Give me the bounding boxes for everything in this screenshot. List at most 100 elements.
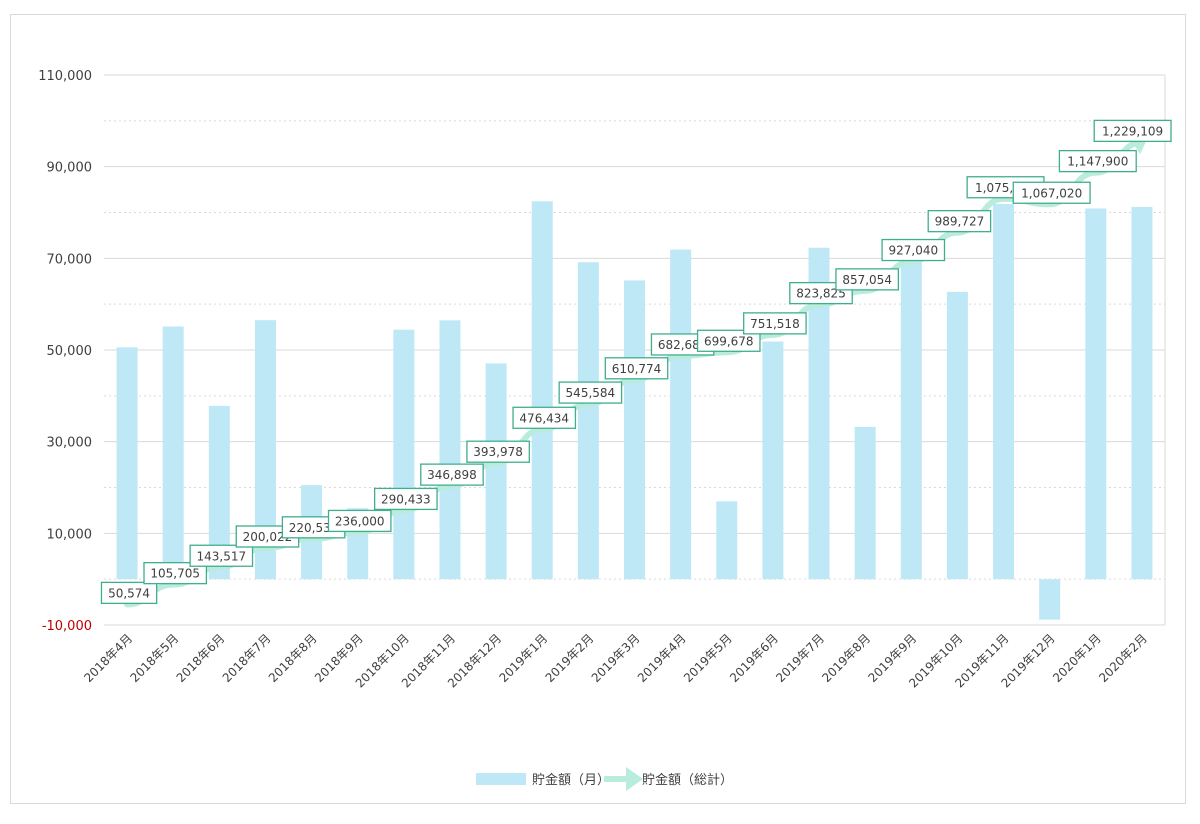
data-label-text: 476,434 — [519, 411, 569, 425]
x-tick-label: 2018年4月 — [81, 631, 135, 685]
x-tick-label: 2020年2月 — [1096, 631, 1150, 685]
bar-1 — [116, 347, 138, 580]
data-label-total-14: 699,678 — [696, 329, 761, 352]
y-tick-label: 90,000 — [47, 161, 93, 176]
bar-21 — [1039, 579, 1061, 620]
x-axis: 2018年4月2018年5月2018年6月2018年7月2018年8月2018年… — [81, 631, 1150, 690]
data-label-box — [512, 406, 577, 429]
data-label-total-8: 346,898 — [420, 463, 484, 486]
chart-svg: -10,000 10,000 30,000 50,000 70,000 90,000 110… — [38, 69, 1172, 791]
x-tick-label: 2018年8月 — [266, 631, 320, 685]
bar-18 — [900, 258, 922, 580]
y-tick-label: 50,000 — [47, 344, 93, 359]
data-label-box — [373, 487, 438, 511]
x-tick-label: 2018年6月 — [174, 631, 228, 685]
data-label-box — [696, 329, 761, 352]
x-tick-label: 2018年7月 — [220, 631, 274, 685]
bar-16 — [808, 247, 830, 580]
bar-4 — [254, 320, 276, 580]
data-label-box — [881, 238, 946, 262]
data-label-total-2: 105,705 — [143, 562, 208, 585]
data-label-total-7: 290,433 — [373, 487, 438, 511]
bar-series-monthly — [116, 201, 1153, 620]
data-label-box — [1058, 149, 1137, 173]
data-label-box — [927, 210, 992, 233]
bar-20 — [993, 204, 1015, 580]
x-tick-label: 2019年2月 — [543, 631, 597, 685]
x-tick-label: 2020年1月 — [1050, 631, 1104, 685]
data-label-total-15: 751,518 — [743, 312, 807, 335]
x-tick-label: 2019年8月 — [819, 631, 873, 685]
data-label-text: 1,147,900 — [1067, 155, 1128, 169]
data-label-box — [1093, 119, 1172, 143]
data-label-text: 143,517 — [197, 549, 247, 563]
data-label-total-21: 1,067,020 — [1012, 181, 1091, 204]
data-label-total-17: 857,054 — [835, 268, 900, 291]
x-tick-label: 2019年6月 — [727, 631, 781, 685]
bar-7 — [393, 329, 415, 580]
data-label-text: 50,574 — [108, 586, 150, 600]
x-tick-label: 2018年5月 — [127, 631, 181, 685]
data-label-box — [189, 544, 254, 567]
legend-swatch-total — [604, 767, 643, 791]
bar-23 — [1131, 206, 1153, 580]
data-label-box — [327, 509, 392, 533]
data-label-total-5: 220,538 — [281, 516, 346, 539]
bar-10 — [531, 201, 553, 580]
bar-13 — [670, 249, 692, 580]
legend-label-monthly: 貯金額（月） — [532, 772, 610, 788]
data-label-text: 823,825 — [796, 287, 846, 301]
data-label-box — [558, 381, 623, 404]
legend-swatch-monthly — [476, 773, 526, 785]
data-label-text: 751,518 — [750, 317, 800, 331]
data-label-text: 545,584 — [566, 386, 616, 400]
bar-14 — [716, 501, 738, 580]
legend-label-total: 貯金額（総計） — [642, 772, 733, 788]
data-label-text: 236,000 — [335, 514, 385, 528]
x-tick-label: 2019年4月 — [635, 631, 689, 685]
data-label-total-1: 50,574 — [100, 581, 158, 605]
data-label-text: 857,054 — [842, 273, 892, 287]
chart-frame: -10,000 10,000 30,000 50,000 70,000 90,000 110… — [10, 14, 1186, 804]
y-tick-label: 10,000 — [47, 527, 93, 542]
bar-3 — [208, 405, 230, 580]
x-tick-label: 2019年7月 — [773, 631, 827, 685]
bar-15 — [762, 341, 784, 580]
data-label-text: 927,040 — [888, 244, 938, 258]
data-label-box — [420, 463, 484, 486]
y-tick-label: -10,000 — [42, 619, 92, 634]
bar-12 — [624, 280, 645, 580]
x-tick-label: 2019年3月 — [589, 631, 643, 685]
data-label-total-10: 476,434 — [512, 406, 577, 429]
data-label-box — [743, 312, 807, 335]
data-label-total-12: 610,774 — [604, 357, 669, 380]
data-label-total-18: 927,040 — [881, 238, 946, 262]
data-label-text: 290,433 — [381, 492, 431, 506]
data-label-box — [604, 357, 669, 380]
data-label-text: 699,678 — [704, 334, 754, 348]
y-tick-label: 110,000 — [38, 69, 92, 84]
data-label-text: 200,022 — [243, 530, 293, 544]
data-label-text: 989,727 — [935, 215, 985, 229]
y-tick-label: 30,000 — [47, 436, 93, 451]
data-label-box — [1012, 181, 1091, 204]
data-label-total-6: 236,000 — [327, 509, 392, 533]
y-axis: -10,000 10,000 30,000 50,000 70,000 90,000 110… — [38, 69, 92, 634]
bar-17 — [854, 426, 876, 580]
data-label-total-9: 393,978 — [466, 440, 530, 463]
data-label-text: 346,898 — [427, 468, 477, 482]
data-label-text: 393,978 — [473, 445, 523, 459]
data-label-text: 220,538 — [289, 521, 339, 535]
data-label-text: 1,229,109 — [1102, 124, 1163, 138]
data-label-text: 1,067,020 — [1021, 186, 1082, 200]
data-label-box — [143, 562, 208, 585]
legend: 貯金額（月） 貯金額（総計） — [476, 767, 733, 791]
data-label-text: 610,774 — [612, 362, 662, 376]
data-label-box — [466, 440, 530, 463]
data-label-total-23: 1,229,109 — [1093, 119, 1172, 143]
x-tick-label: 2019年1月 — [496, 631, 550, 685]
data-label-box — [835, 268, 900, 291]
bar-9 — [485, 363, 507, 580]
bar-22 — [1085, 208, 1107, 580]
